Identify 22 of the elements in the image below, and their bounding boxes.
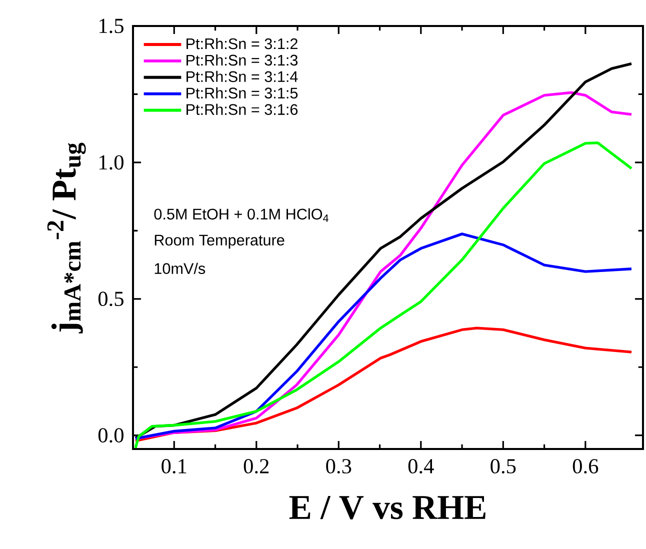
x-tick-label: 0.6 — [572, 459, 598, 474]
legend-label: Pt:Rh:Sn = 3:1:2 — [186, 38, 298, 50]
x-tick-label: 0.4 — [408, 459, 434, 474]
x-tick-label: 0.3 — [326, 459, 352, 474]
annotation: 10mV/s — [154, 262, 206, 274]
y-tick-label: 1.5 — [100, 18, 124, 34]
legend-label: Pt:Rh:Sn = 3:1:5 — [186, 87, 298, 99]
annotation: 0.5M EtOH + 0.1M HClO$_{4}$ — [154, 208, 328, 222]
annotation: Room Temperature — [154, 234, 284, 249]
legend-label: Pt:Rh:Sn = 3:1:3 — [186, 54, 298, 66]
line-series — [134, 141, 633, 449]
legend-label: Pt:Rh:Sn = 3:1:6 — [186, 104, 298, 115]
y-tick-label: 1.0 — [100, 155, 124, 170]
legend-label: Pt:Rh:Sn = 3:1:4 — [186, 70, 298, 82]
line-series — [134, 232, 633, 440]
x-tick-label: 0.5 — [490, 459, 516, 474]
y-tick-label: 0.5 — [98, 292, 124, 306]
x-axis-title: E / V vs RHE — [289, 496, 486, 520]
y-axis-title: j$_{mA*cm}$$^{-2}$/ Pt$_{ug}$ — [47, 142, 86, 334]
x-tick-label: 0.2 — [244, 459, 269, 474]
x-tick-label: 0.1 — [162, 459, 186, 474]
y-tick-label: 0.0 — [98, 428, 124, 443]
